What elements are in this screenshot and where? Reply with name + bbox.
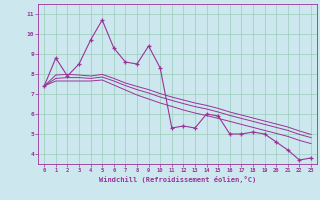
X-axis label: Windchill (Refroidissement éolien,°C): Windchill (Refroidissement éolien,°C) <box>99 176 256 183</box>
